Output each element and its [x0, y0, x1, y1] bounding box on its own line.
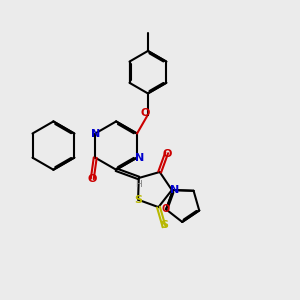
- Text: O: O: [141, 108, 150, 118]
- Text: N: N: [135, 153, 144, 163]
- Text: S: S: [160, 220, 168, 230]
- Text: O: O: [162, 204, 170, 214]
- Text: O: O: [162, 149, 171, 159]
- Text: O: O: [88, 174, 97, 184]
- Text: N: N: [170, 185, 179, 195]
- Text: H: H: [136, 180, 142, 189]
- Text: S: S: [134, 195, 142, 205]
- Text: N: N: [91, 128, 100, 139]
